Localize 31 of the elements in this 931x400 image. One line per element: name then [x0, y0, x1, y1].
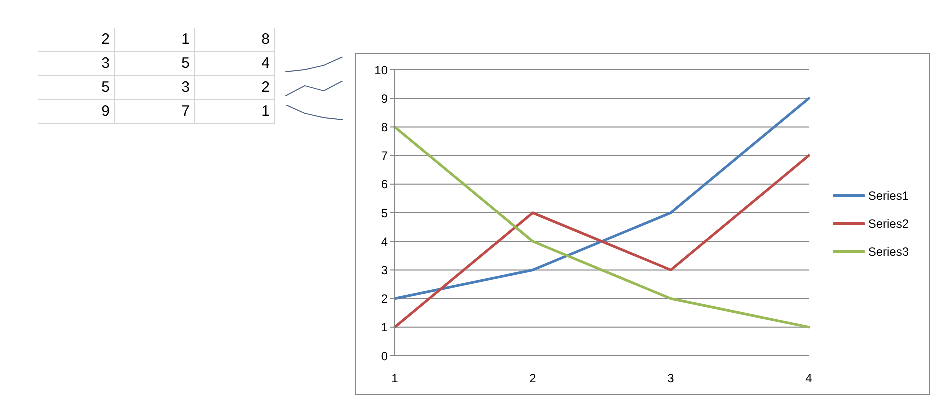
y-tick-label: 4	[381, 234, 388, 249]
x-tick-label: 2	[530, 372, 537, 386]
y-tick-label: 3	[381, 263, 388, 278]
text: 1	[195, 100, 275, 124]
x-tick-label: 4	[806, 372, 813, 386]
text: 2	[195, 76, 275, 100]
y-tick-label: 10	[374, 63, 388, 78]
legend-label: Series1	[868, 189, 909, 203]
y-tick-label: 7	[381, 149, 388, 164]
text: 5	[38, 76, 115, 100]
legend-label: Series2	[868, 217, 909, 231]
text: 1	[115, 28, 195, 52]
x-tick-label: 1	[392, 372, 399, 386]
text: 8	[195, 28, 275, 52]
text: 3	[38, 52, 115, 76]
legend-label: Series3	[868, 245, 909, 259]
text: 2	[38, 28, 115, 52]
y-tick-label: 6	[381, 178, 388, 192]
line-series	[394, 97, 810, 300]
x-tick-label: 3	[668, 372, 675, 386]
text: 5	[115, 52, 195, 76]
text: 3	[115, 76, 195, 100]
y-tick-label: 2	[381, 292, 388, 306]
text: 9	[38, 100, 115, 124]
text: 4	[195, 52, 275, 76]
y-tick-label: 1	[381, 320, 388, 335]
y-tick-label: 9	[381, 92, 388, 106]
text: 7	[115, 100, 195, 124]
y-tick-label: 0	[381, 349, 388, 364]
y-tick-label: 5	[381, 206, 388, 220]
y-tick-label: 8	[381, 120, 388, 134]
